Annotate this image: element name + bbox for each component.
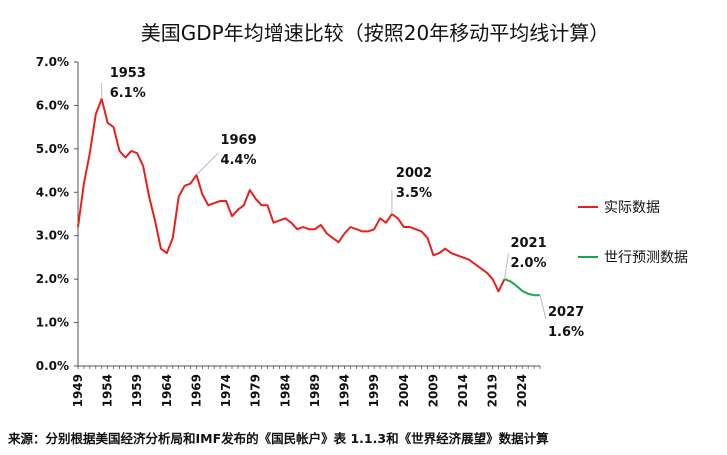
x-tick-label: 2004 xyxy=(397,374,411,407)
y-tick-label: 5.0% xyxy=(36,142,69,156)
annotation-value: 3.5% xyxy=(396,186,432,201)
x-tick-label: 1969 xyxy=(189,374,203,407)
annotation-leader xyxy=(503,253,509,280)
annotation-year: 2002 xyxy=(396,166,432,181)
y-tick-label: 3.0% xyxy=(36,229,69,243)
x-tick-label: 2014 xyxy=(456,374,470,407)
x-tick-label: 2019 xyxy=(486,374,500,407)
y-tick-label: 0.0% xyxy=(36,359,69,373)
x-tick-label: 1979 xyxy=(249,374,263,407)
annotation-year: 2021 xyxy=(510,236,546,251)
y-tick-label: 7.0% xyxy=(36,55,69,69)
annotation-leader xyxy=(196,152,219,176)
series-lines xyxy=(77,97,540,297)
annotation-leader xyxy=(539,295,547,320)
x-tick-label: 1949 xyxy=(71,374,85,407)
annotation-year: 1969 xyxy=(220,133,256,148)
y-tick-label: 2.0% xyxy=(36,272,69,286)
x-axis-ticks: 1949 1954 1959 1964 1969 1974 1979 1984 1989 1994… xyxy=(71,366,541,407)
x-tick-label: 1974 xyxy=(219,374,233,407)
annotations: 1953 6.1% 1969 4.4% 2002 3.5% 2021 2.0% 2027 1.6% xyxy=(101,66,584,340)
annotation-year: 2027 xyxy=(548,305,584,320)
series-actual-line xyxy=(77,97,506,293)
x-tick-label: 1984 xyxy=(278,374,292,407)
annotation-value: 2.0% xyxy=(510,256,546,271)
x-tick-label: 1994 xyxy=(338,374,352,407)
x-tick-label: 1999 xyxy=(367,374,381,407)
legend-label: 实际数据 xyxy=(604,200,660,216)
legend-label: 世行预测数据 xyxy=(604,250,688,266)
source-note: 来源：分别根据美国经济分析局和IMF发布的《国民帐户》表 1.1.3和《世界经济… xyxy=(7,431,549,446)
series-forecast-line xyxy=(504,278,540,297)
chart-title: 美国GDP年均增速比较（按照20年移动平均线计算） xyxy=(141,21,609,45)
x-tick-label: 1964 xyxy=(160,374,174,407)
annotation-year: 1953 xyxy=(110,66,146,81)
x-tick-label: 2024 xyxy=(515,374,529,407)
annotation-value: 6.1% xyxy=(110,86,146,101)
x-tick-label: 1954 xyxy=(101,374,115,407)
x-tick-label: 2009 xyxy=(426,374,440,407)
x-tick-label: 1989 xyxy=(308,374,322,407)
axes xyxy=(77,62,540,367)
annotation-value: 1.6% xyxy=(548,325,584,340)
y-tick-label: 4.0% xyxy=(36,185,69,199)
x-tick-label: 1959 xyxy=(130,374,144,407)
annotation-value: 4.4% xyxy=(220,153,256,168)
y-tick-label: 1.0% xyxy=(36,316,69,330)
y-axis-ticks: 0.0% 1.0% 2.0% 3.0% 4.0% 5.0% 6.0% 7.0% xyxy=(36,55,78,373)
y-tick-label: 6.0% xyxy=(36,98,69,112)
